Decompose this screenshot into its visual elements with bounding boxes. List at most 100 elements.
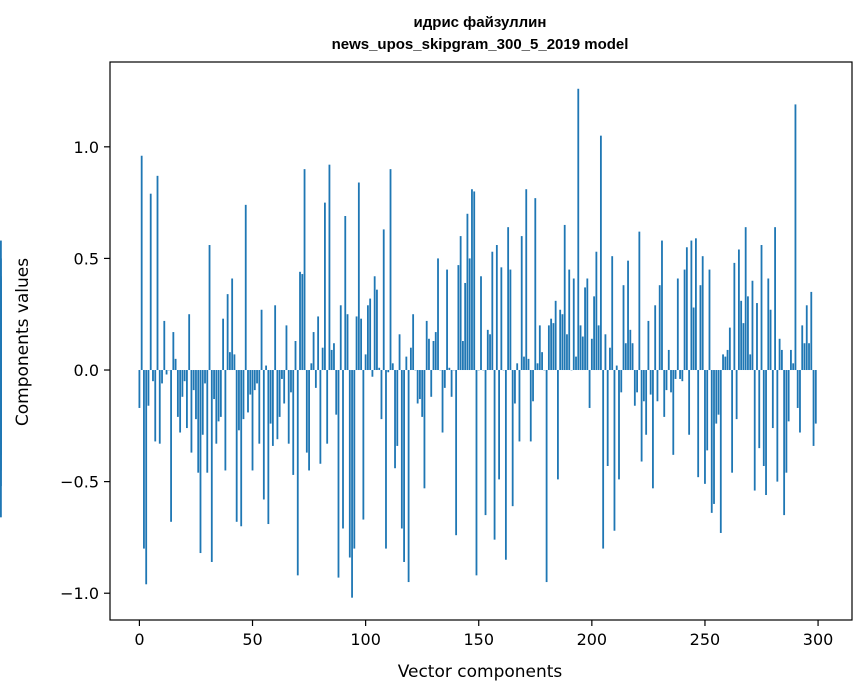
- bar-90: [342, 370, 344, 529]
- chart-title: идрис файзуллин: [414, 14, 547, 31]
- bar-270: [749, 354, 752, 371]
- bar-190: [568, 269, 571, 371]
- bar-254: [713, 370, 715, 504]
- bar-148: [473, 191, 476, 371]
- bar-5: [149, 193, 152, 371]
- bar-173: [529, 370, 532, 442]
- bar-280: [771, 370, 774, 429]
- bar-21: [186, 370, 188, 429]
- bar-264: [735, 370, 738, 420]
- bar-244: [690, 240, 693, 371]
- bar-189: [566, 334, 568, 371]
- bar-245: [692, 307, 695, 371]
- bar-6: [152, 370, 154, 382]
- bar-234: [667, 349, 670, 371]
- bar-158: [495, 245, 498, 371]
- bar-212: [618, 370, 620, 480]
- bar-96: [355, 316, 358, 371]
- bar-290: [794, 104, 797, 371]
- bar-187: [561, 314, 564, 371]
- bar-257: [719, 370, 722, 533]
- bar-227: [652, 370, 654, 489]
- bar-232: [663, 370, 666, 417]
- bar-70: [296, 370, 299, 576]
- bar-172: [527, 358, 530, 371]
- bar-249: [701, 256, 704, 371]
- bar-134: [441, 370, 444, 433]
- bar-126: [423, 370, 426, 489]
- bar-219: [633, 370, 636, 406]
- bar-11: [163, 320, 166, 371]
- bar-97: [357, 182, 360, 371]
- bar-56: [265, 365, 267, 371]
- bar-32: [210, 370, 213, 562]
- bar-27: [199, 370, 202, 554]
- bar-186: [559, 309, 562, 371]
- bar-53: [258, 370, 261, 444]
- bar-213: [620, 370, 623, 393]
- bar-62: [278, 370, 281, 417]
- plot-frame: [109, 61, 853, 621]
- y-tick-label: 0.5: [74, 249, 99, 268]
- bar-220: [636, 370, 638, 393]
- bar-109: [385, 370, 387, 549]
- bar-31: [208, 245, 211, 371]
- bar-119: [407, 370, 410, 583]
- bar-57: [267, 370, 270, 525]
- bar-12: [165, 370, 168, 375]
- bar-102: [369, 298, 372, 371]
- bar-164: [509, 269, 512, 371]
- bar-9: [158, 370, 161, 444]
- bar-217: [629, 329, 632, 371]
- bar-63: [281, 370, 283, 379]
- bar-223: [642, 370, 645, 402]
- bar-297: [810, 291, 813, 371]
- bar-293: [801, 325, 804, 371]
- y-axis-label: Components values: [13, 258, 33, 426]
- bar-267: [742, 323, 745, 371]
- bar-120: [409, 347, 412, 371]
- bar-238: [676, 278, 679, 371]
- bar-58: [269, 370, 272, 424]
- bar-103: [371, 370, 374, 377]
- bar-155: [489, 334, 491, 371]
- bar-22: [188, 314, 191, 371]
- bar-281: [774, 227, 776, 371]
- bar-29: [204, 370, 206, 384]
- bar-47: [244, 204, 247, 371]
- bar-112: [391, 363, 394, 371]
- bar-100: [364, 354, 367, 371]
- bar-228: [654, 305, 657, 371]
- bar-147: [471, 189, 473, 371]
- bar-101: [366, 305, 369, 371]
- y-tick-label: −1.0: [60, 584, 99, 603]
- bar-296: [808, 343, 810, 371]
- bar-116: [400, 370, 403, 529]
- bar-243: [688, 370, 691, 435]
- bar-209: [611, 256, 614, 371]
- bar-28: [201, 370, 204, 435]
- bar-156: [491, 251, 494, 371]
- bar-111: [389, 169, 392, 371]
- bar-84: [328, 164, 331, 371]
- bar-183: [552, 323, 555, 371]
- bar-115: [398, 334, 401, 371]
- bar-204: [599, 135, 602, 371]
- bar-180: [545, 370, 548, 583]
- bar-75: [308, 370, 310, 471]
- bar-132: [437, 258, 439, 371]
- bar-141: [457, 265, 460, 371]
- bar-87: [335, 370, 338, 415]
- bar-298: [812, 370, 815, 446]
- bar-113: [394, 370, 396, 469]
- bar-144: [464, 282, 467, 371]
- bar-175: [534, 198, 537, 371]
- bar-145: [466, 213, 469, 371]
- bar-162: [504, 370, 507, 560]
- bar-224: [645, 370, 648, 435]
- bar-248: [699, 285, 702, 371]
- x-tick-label: 200: [577, 630, 608, 649]
- y-tick-label: 0.0: [74, 361, 99, 380]
- bar-40: [228, 352, 231, 371]
- bar-35: [217, 370, 220, 422]
